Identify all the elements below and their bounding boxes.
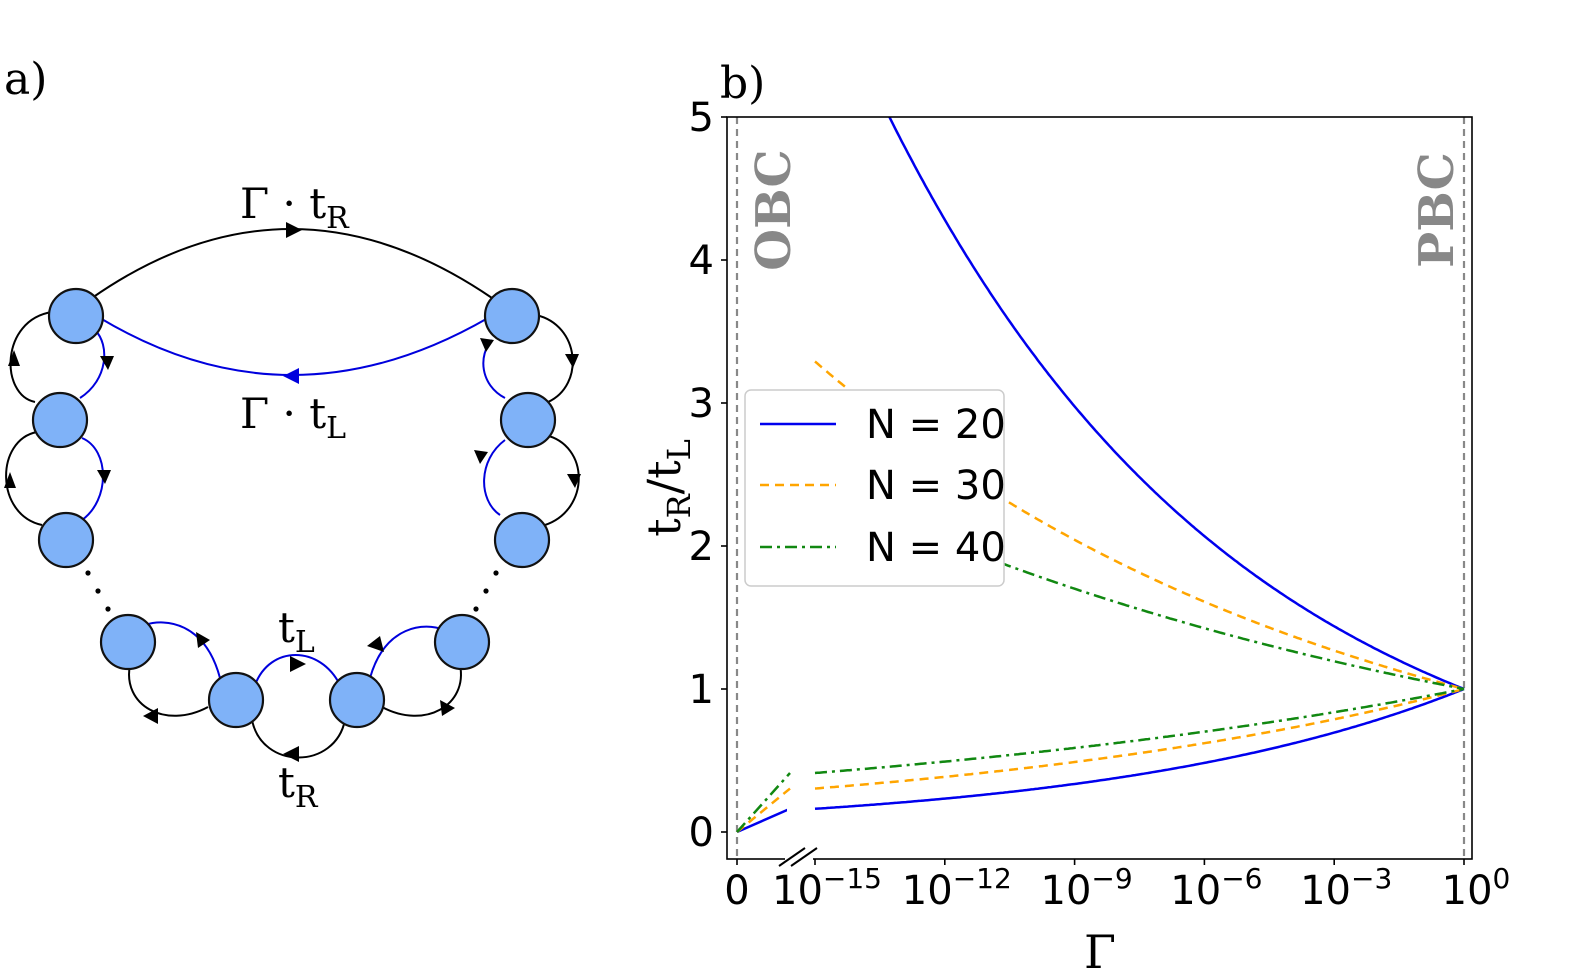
gamma-tl-arrow-icon xyxy=(283,368,299,384)
legend-label-n20: N = 20 xyxy=(866,402,1006,448)
hop-loop xyxy=(128,664,209,717)
hop-loop xyxy=(381,664,462,717)
curve-origin-segment xyxy=(736,772,791,833)
hop-loop xyxy=(483,439,506,516)
y-tick-label: 4 xyxy=(689,238,714,284)
x-tick-label: 0 xyxy=(724,868,749,914)
x-tick-label: 10−6 xyxy=(1170,862,1262,914)
arrow-icon xyxy=(100,356,114,370)
hop-loop xyxy=(5,431,43,526)
y-tick-label: 5 xyxy=(689,95,714,141)
obc-annotation: OBC xyxy=(746,149,802,270)
y-tick-label: 0 xyxy=(689,810,714,856)
x-tick-label: 10−15 xyxy=(772,862,882,914)
gamma-tr-link xyxy=(91,228,493,299)
site-node xyxy=(37,511,95,569)
x-tick-label: 10−12 xyxy=(902,862,1012,914)
curve-origin-segment xyxy=(736,787,791,833)
axis-break-gap xyxy=(787,805,811,845)
site-node xyxy=(493,511,551,569)
gamma-tl-label: Γ · tL xyxy=(240,389,346,446)
panel-b: b) OBC PBC 0 1 2 3 4 5 0 10−15 10−12 10−9 10−6 10−… xyxy=(637,58,1510,975)
site-node xyxy=(207,671,265,729)
curve-origin-segment xyxy=(736,807,791,834)
tl-label: tL xyxy=(278,603,315,660)
arrow-icon xyxy=(290,656,306,672)
arrow-icon xyxy=(565,354,579,368)
gamma-tr-arrow-icon xyxy=(286,222,302,238)
axis-break-mark xyxy=(790,847,818,867)
arrow-icon xyxy=(480,338,494,352)
site-node xyxy=(47,287,105,345)
hop-loop xyxy=(9,311,53,403)
plot-frame xyxy=(726,116,1473,860)
curve-lower-n=30 xyxy=(814,687,1465,790)
curve-lower-n=20 xyxy=(814,687,1465,811)
site-node xyxy=(433,613,491,671)
arrow-icon xyxy=(8,350,20,366)
hop-loop xyxy=(369,625,445,679)
site-node xyxy=(328,671,386,729)
y-axis-label: tR/tL xyxy=(637,439,698,537)
panel-a-label: a) xyxy=(4,54,47,105)
legend-box xyxy=(744,389,1005,587)
legend: N = 20 N = 30 N = 40 xyxy=(744,389,1006,587)
hop-loop xyxy=(535,314,574,403)
site-node xyxy=(499,391,557,449)
gamma-tr-label: Γ · tR xyxy=(240,179,350,236)
arrow-icon xyxy=(4,472,16,488)
curve-lower-n=40 xyxy=(814,687,1465,775)
panel-a: a) Γ · tR Γ · tL xyxy=(4,54,581,815)
pbc-annotation: PBC xyxy=(1409,152,1465,268)
panel-b-label: b) xyxy=(720,58,765,109)
y-tick-label: 3 xyxy=(689,381,714,427)
legend-label-n30: N = 30 xyxy=(866,463,1006,509)
hop-loop xyxy=(81,437,104,521)
arrow-icon xyxy=(283,746,299,762)
x-tick-label: 10−9 xyxy=(1041,862,1133,914)
y-tick-label: 2 xyxy=(689,524,714,570)
hop-loop xyxy=(254,654,341,686)
arrow-icon xyxy=(97,470,111,484)
site-node xyxy=(99,613,157,671)
arrow-icon xyxy=(567,474,581,488)
gamma-tl-link xyxy=(99,317,489,376)
legend-label-n40: N = 40 xyxy=(866,525,1006,571)
y-tick-label: 1 xyxy=(689,667,714,713)
x-axis-label: Γ xyxy=(1084,925,1116,975)
site-node xyxy=(483,287,541,345)
tr-label: tR xyxy=(278,758,319,815)
hop-loop xyxy=(79,329,106,399)
x-tick-label: 10−3 xyxy=(1300,862,1392,914)
y-ticks: 0 1 2 3 4 5 xyxy=(689,95,727,856)
arrow-icon xyxy=(440,700,455,716)
hop-loop xyxy=(144,621,221,679)
curve-upper-n=20 xyxy=(888,117,1465,691)
arrow-icon xyxy=(367,636,384,652)
site-node xyxy=(31,391,89,449)
arrow-icon xyxy=(474,450,488,464)
x-tick-label: 100 xyxy=(1442,862,1511,914)
arrow-icon xyxy=(143,708,158,724)
x-ticks: 0 10−15 10−12 10−9 10−6 10−3 100 xyxy=(724,859,1510,914)
axis-break-mark xyxy=(778,847,806,867)
arrow-icon xyxy=(196,632,210,648)
